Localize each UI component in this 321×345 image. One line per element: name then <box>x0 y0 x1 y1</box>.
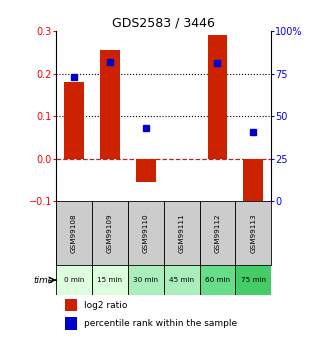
Text: 60 min: 60 min <box>205 277 230 283</box>
Text: 0 min: 0 min <box>64 277 84 283</box>
Bar <box>164 265 200 295</box>
Bar <box>243 159 263 208</box>
Bar <box>235 201 271 265</box>
Text: log2 ratio: log2 ratio <box>84 300 127 309</box>
Text: GSM99109: GSM99109 <box>107 214 113 253</box>
Bar <box>65 299 77 312</box>
Bar <box>65 317 77 330</box>
Bar <box>235 265 271 295</box>
Text: 15 min: 15 min <box>98 277 122 283</box>
Bar <box>208 35 227 159</box>
Bar <box>56 201 92 265</box>
Title: GDS2583 / 3446: GDS2583 / 3446 <box>112 17 215 30</box>
Bar <box>200 201 235 265</box>
Text: time: time <box>33 276 53 285</box>
Bar <box>128 201 164 265</box>
Bar <box>100 50 120 159</box>
Bar <box>92 201 128 265</box>
Text: GSM99113: GSM99113 <box>250 214 256 253</box>
Bar <box>128 265 164 295</box>
Text: GSM99110: GSM99110 <box>143 214 149 253</box>
Text: GSM99112: GSM99112 <box>214 214 221 253</box>
Text: 45 min: 45 min <box>169 277 194 283</box>
Text: percentile rank within the sample: percentile rank within the sample <box>84 319 237 328</box>
Text: 30 min: 30 min <box>133 277 158 283</box>
Bar <box>64 82 84 159</box>
Bar <box>136 159 156 182</box>
Text: GSM99111: GSM99111 <box>178 214 185 253</box>
Bar <box>92 265 128 295</box>
Text: GSM99108: GSM99108 <box>71 214 77 253</box>
Bar <box>56 265 92 295</box>
Bar <box>200 265 235 295</box>
Text: 75 min: 75 min <box>241 277 266 283</box>
Bar <box>164 201 200 265</box>
